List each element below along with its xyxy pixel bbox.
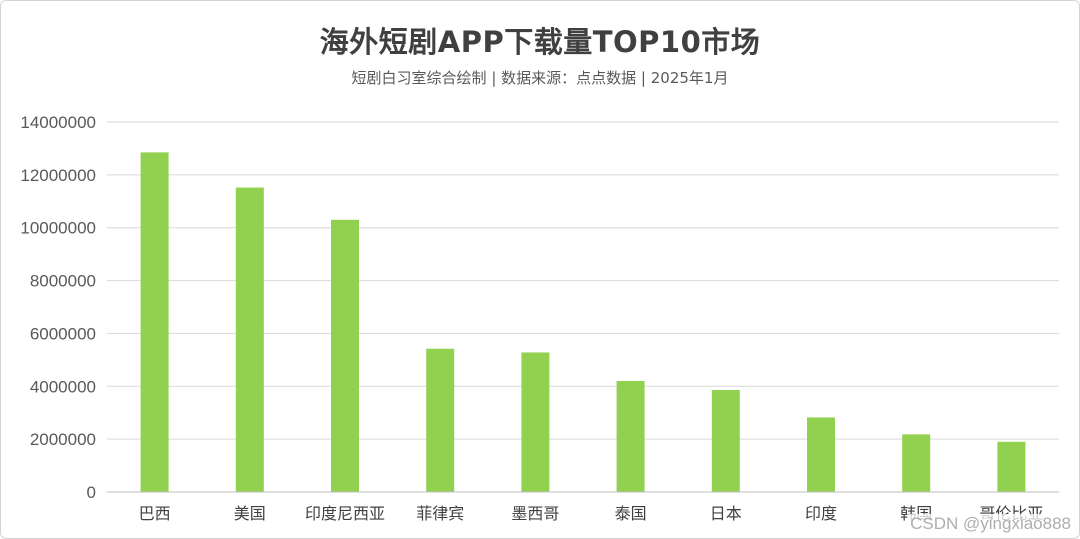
y-tick-label: 0 — [87, 483, 96, 502]
chart-title: 海外短剧APP下载量TOP10市场 — [319, 25, 761, 59]
bar — [140, 152, 169, 492]
bars — [140, 152, 1026, 493]
y-tick-label: 10000000 — [20, 219, 96, 238]
y-tick-label: 4000000 — [30, 377, 96, 396]
bar — [711, 389, 740, 492]
bar — [997, 441, 1026, 492]
bar — [616, 381, 645, 492]
y-tick-label: 6000000 — [30, 324, 96, 343]
y-axis-ticks: 0 2000000 4000000 6000000 8000000 10000000 120… — [20, 113, 96, 502]
y-tick-label: 8000000 — [30, 272, 96, 291]
chart-subtitle: 短剧白习室综合绘制 | 数据来源：点点数据 | 2025年1月 — [351, 69, 729, 87]
bar — [902, 434, 931, 492]
x-category-label: 美国 — [234, 504, 266, 523]
gridlines — [107, 121, 1059, 440]
x-category-label: 日本 — [710, 504, 742, 523]
watermark: CSDN @yingxiao888 — [908, 514, 1073, 534]
bar — [807, 417, 835, 492]
x-category-label: 菲律宾 — [416, 504, 464, 523]
y-tick-label: 14000000 — [20, 113, 96, 132]
x-category-label: 印度 — [805, 504, 837, 523]
x-category-label: 墨西哥 — [511, 504, 559, 523]
x-category-label: 巴西 — [139, 504, 171, 523]
y-tick-label: 2000000 — [30, 430, 96, 449]
bar — [235, 187, 264, 493]
bar — [426, 348, 455, 492]
x-category-label: 印度尼西亚 — [305, 504, 385, 523]
x-category-label: 泰国 — [615, 504, 647, 523]
bar — [521, 352, 550, 492]
bar — [331, 219, 359, 493]
y-tick-label: 12000000 — [20, 166, 96, 185]
